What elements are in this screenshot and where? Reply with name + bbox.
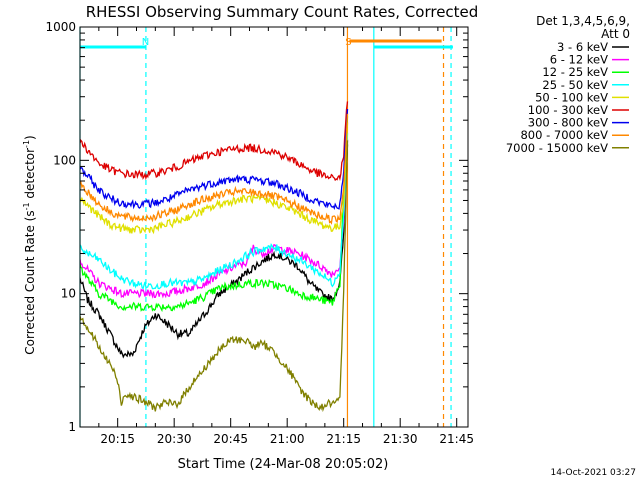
x-tick-label-2145: 21:45	[439, 432, 474, 446]
legend-label: 7000 - 15000 keV	[506, 141, 608, 155]
legend-label: 100 - 300 keV	[528, 103, 608, 117]
x-tick-label-2115: 21:15	[326, 432, 361, 446]
legend-label: 12 - 25 keV	[542, 65, 608, 79]
series-line-25-50keV	[80, 133, 349, 290]
y-tick-label-10: 10	[61, 287, 76, 301]
legend-label: 3 - 6 keV	[557, 40, 608, 54]
series-group	[80, 101, 349, 413]
y-tick-label-1000: 1000	[45, 20, 76, 34]
axes: 1 10 100 1000 20:15 20:30 20:45 21:00 21:15 21:30…	[45, 20, 474, 446]
series-line-12-25keV	[80, 116, 349, 313]
y-tick-label-1: 1	[68, 420, 76, 434]
x-tick-label-2100: 21:00	[270, 432, 305, 446]
status-bars	[80, 39, 453, 49]
plot-frame	[79, 26, 469, 428]
annotation-N: N	[142, 37, 149, 48]
legend-header-line-1: Det 1,3,4,5,6,9,	[536, 14, 630, 28]
chart-title: RHESSI Observing Summary Count Rates, Co…	[86, 3, 479, 21]
legend-label: 800 - 7000 keV	[520, 128, 608, 142]
series-line-50-100keV	[80, 122, 349, 235]
x-tick-label-2045: 20:45	[213, 432, 248, 446]
legend-label: 6 - 12 keV	[550, 53, 608, 67]
y-tick-label-100: 100	[53, 153, 76, 167]
series-line-800-7000keV	[80, 113, 349, 225]
legend-label: 25 - 50 keV	[542, 78, 608, 92]
y-axis-label: Corrected Count Rate (s-1 detector-1)	[22, 135, 37, 354]
annotation-S: S	[345, 37, 351, 48]
series-line-100-300keV	[80, 101, 349, 182]
series-line-3-6keV	[80, 144, 349, 359]
legend-label: 50 - 100 keV	[535, 90, 608, 104]
series-line-6-12keV	[80, 139, 349, 299]
legend-header-line-2: Att 0	[601, 27, 630, 41]
footer-date: 14-Oct-2021 03:27	[551, 468, 636, 478]
legend-label: 300 - 800 keV	[528, 116, 608, 130]
series-line-7000-15000keV	[80, 140, 349, 413]
x-tick-label-2130: 21:30	[383, 432, 418, 446]
x-tick-label-2015: 20:15	[100, 432, 135, 446]
x-tick-label-2030: 20:30	[157, 432, 192, 446]
series-line-300-800keV	[80, 108, 349, 210]
x-axis-label: Start Time (24-Mar-08 20:05:02)	[178, 457, 389, 472]
